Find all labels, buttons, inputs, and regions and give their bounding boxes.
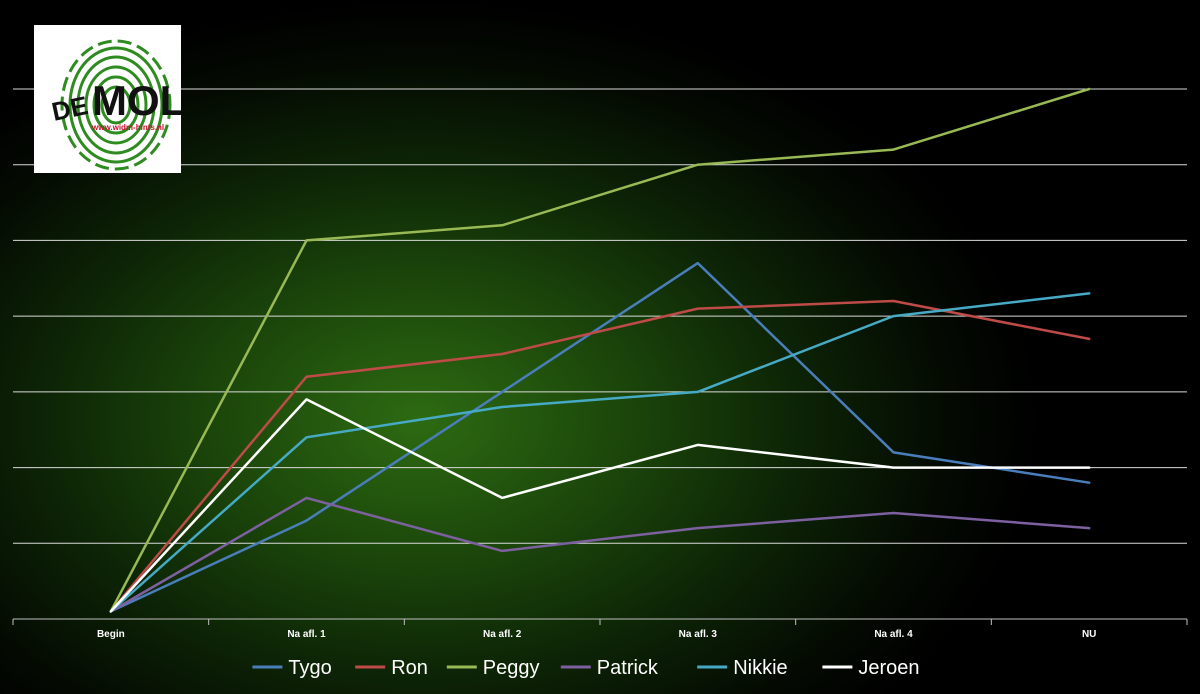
series-line-nikkie — [109, 292, 1091, 613]
legend-item-peggy: Peggy — [446, 657, 540, 679]
legend-item-jeroen: Jeroen — [822, 657, 920, 679]
de-mol-logo: DE MOL www.widm-hints.nl — [34, 25, 181, 173]
legend-item-ron: Ron — [355, 657, 428, 679]
legend-label: Peggy — [483, 657, 540, 679]
gridlines — [13, 88, 1187, 544]
series-line-jeroen — [109, 398, 1091, 613]
x-tick-label: Na afl. 4 — [874, 629, 913, 640]
legend-item-patrick: Patrick — [560, 657, 659, 679]
series-line-patrick — [109, 496, 1091, 613]
series-line-ron — [109, 299, 1091, 613]
x-tick-label: Na afl. 3 — [679, 629, 718, 640]
legend-item-tygo: Tygo — [252, 657, 332, 679]
series-lines — [109, 87, 1091, 613]
x-tick-label: Begin — [97, 629, 125, 640]
series-line-peggy — [109, 87, 1091, 613]
legend-label: Jeroen — [858, 657, 919, 679]
x-tick-label: Na afl. 1 — [287, 629, 326, 640]
legend-label: Patrick — [597, 657, 659, 679]
legend: Tygo Ron Peggy Patrick Nikkie Jeroen — [252, 657, 920, 679]
legend-label: Ron — [391, 657, 428, 679]
x-axis — [12, 618, 1188, 625]
logo-url-text: www.widm-hints.nl — [92, 123, 165, 132]
legend-label: Nikkie — [733, 657, 787, 679]
series-line-tygo — [109, 261, 1091, 613]
legend-label: Tygo — [288, 657, 331, 679]
legend-item-nikkie: Nikkie — [697, 657, 788, 679]
fingerprint-icon — [60, 39, 172, 171]
x-tick-label: NU — [1082, 629, 1096, 640]
x-tick-label: Na afl. 2 — [483, 629, 522, 640]
x-tick-labels: Begin Na afl. 1 Na afl. 2 Na afl. 3 Na afl. … — [97, 629, 1096, 640]
